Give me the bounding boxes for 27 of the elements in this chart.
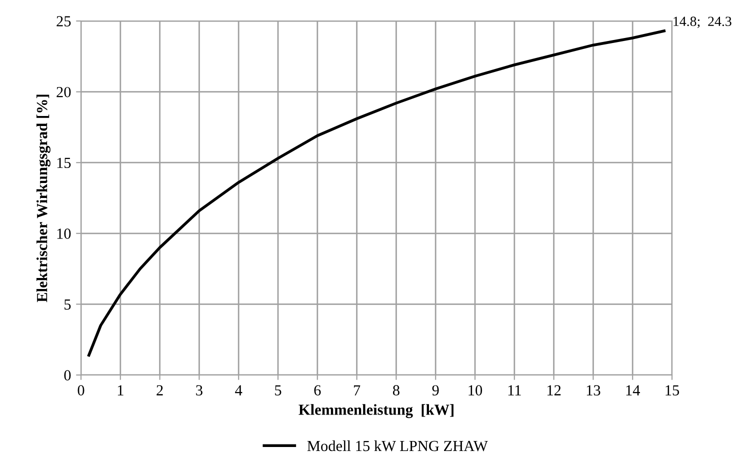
x-tick-label: 10 — [468, 385, 482, 396]
legend-label: Modell 15 kW LPNG ZHAW — [307, 440, 488, 452]
x-tick-label: 11 — [508, 385, 521, 396]
y-tick-label: 15 — [57, 158, 71, 168]
x-axis-title: Klemmenleistung [kW] — [298, 404, 454, 418]
x-tick-label: 8 — [392, 385, 400, 396]
y-tick-label: 0 — [64, 370, 71, 380]
x-tick-label: 9 — [432, 385, 439, 396]
x-tick-label: 3 — [196, 385, 202, 396]
x-tick-label: 2 — [156, 385, 163, 396]
y-tick-label: 10 — [57, 228, 71, 239]
y-axis-title: Elektrischer Wirkungsgrad [%] — [36, 94, 50, 302]
y-tick-label: 25 — [56, 16, 71, 26]
y-tick-label: 5 — [64, 299, 71, 310]
x-tick-label: 5 — [275, 385, 282, 396]
x-tick-label: 7 — [354, 385, 360, 396]
line-series — [87, 30, 666, 357]
y-tick-label: 20 — [56, 86, 71, 98]
x-tick-label: 15 — [666, 385, 680, 396]
annotation: 14.8; 24.3 — [674, 16, 732, 28]
x-tick-label: 0 — [78, 385, 84, 396]
x-tick-label: 12 — [548, 385, 561, 396]
x-tick-label: 13 — [586, 385, 600, 396]
x-tick-label: 4 — [235, 385, 242, 396]
x-tick-label: 6 — [314, 385, 321, 396]
x-tick-label: 14 — [626, 385, 640, 396]
x-tick-label: 1 — [118, 385, 124, 396]
